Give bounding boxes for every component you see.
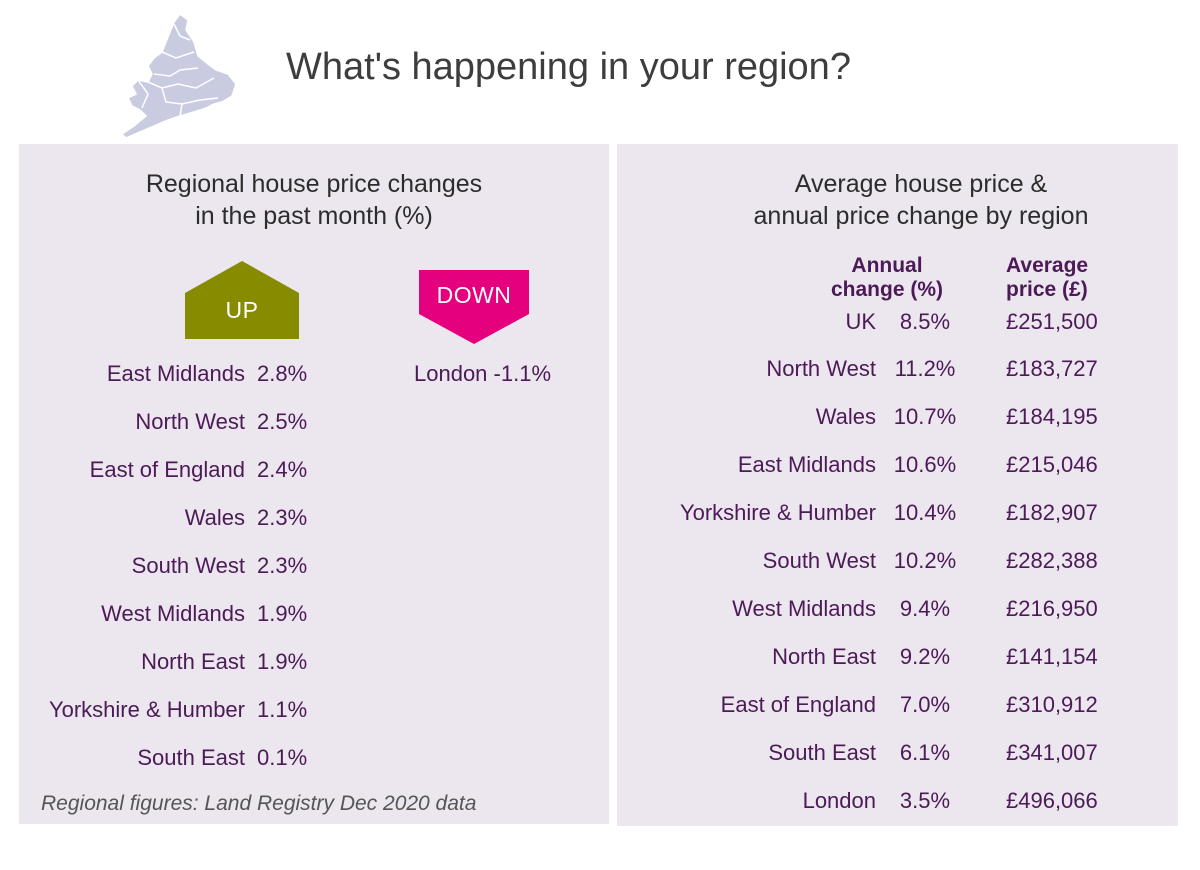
table-row: London 3.5% £496,066 [617, 786, 1178, 816]
column-header-price-line1: Average [1006, 254, 1089, 277]
down-badge: DOWN [419, 270, 529, 344]
change-value: -1.1% [493, 361, 552, 386]
up-label: UP [225, 297, 259, 323]
change-value: 10.2% [893, 548, 957, 573]
table-row: UK 8.5% £251,500 [617, 307, 1178, 337]
down-label: DOWN [436, 282, 512, 308]
change-value: 3.5% [899, 788, 951, 813]
region-name: London [802, 788, 876, 813]
table-row: South East 6.1% £341,007 [617, 738, 1178, 768]
price-value: £216,950 [1006, 596, 1098, 621]
price-value: £183,727 [1006, 356, 1098, 381]
change-value: 1.9% [257, 649, 308, 674]
list-item: North West 2.5% [19, 407, 349, 437]
change-value: 6.1% [899, 740, 951, 765]
region-name: North East [772, 644, 876, 669]
change-value: 2.5% [257, 409, 308, 434]
region-name: East Midlands [106, 361, 245, 386]
region-name: Yorkshire & Humber [679, 500, 876, 525]
change-value: 10.7% [893, 404, 957, 429]
region-name: South West [762, 548, 876, 573]
page-title: What's happening in your region? [286, 46, 851, 88]
region-name: North West [135, 409, 245, 434]
change-value: 2.3% [257, 505, 308, 530]
table-row: Wales 10.7% £184,195 [617, 402, 1178, 432]
price-value: £341,007 [1006, 740, 1098, 765]
table-row: North West 11.2% £183,727 [617, 354, 1178, 384]
change-value: 2.3% [257, 553, 308, 578]
region-name: West Midlands [101, 601, 245, 626]
region-name: Wales [184, 505, 245, 530]
annual-title-line2: annual price change by region [753, 202, 1089, 230]
change-value: 0.1% [257, 745, 308, 770]
up-badge: UP [185, 261, 299, 339]
column-header-change: Annual change (%) [817, 254, 957, 302]
region-name: East Midlands [737, 452, 876, 477]
list-item: London -1.1% [414, 359, 614, 389]
price-value: £182,907 [1006, 500, 1098, 525]
list-item: West Midlands 1.9% [19, 599, 349, 629]
column-header-change-line1: Annual [851, 254, 923, 277]
list-item: South West 2.3% [19, 551, 349, 581]
column-header-price: Average price (£) [1006, 254, 1088, 302]
price-value: £215,046 [1006, 452, 1098, 477]
price-value: £282,388 [1006, 548, 1098, 573]
change-value: 9.4% [899, 596, 951, 621]
region-name: North East [141, 649, 245, 674]
region-name: East of England [89, 457, 245, 482]
monthly-change-panel: Regional house price changes in the past… [19, 144, 609, 824]
list-item: South East 0.1% [19, 743, 349, 773]
list-item: East Midlands 2.8% [19, 359, 349, 389]
price-value: £496,066 [1006, 788, 1098, 813]
region-name: Wales [815, 404, 876, 429]
change-value: 9.2% [899, 644, 951, 669]
price-value: £251,500 [1006, 309, 1098, 334]
change-value: 7.0% [899, 692, 951, 717]
table-row: East Midlands 10.6% £215,046 [617, 450, 1178, 480]
list-item: East of England 2.4% [19, 455, 349, 485]
change-value: 10.4% [893, 500, 957, 525]
table-row: South West 10.2% £282,388 [617, 546, 1178, 576]
table-row: West Midlands 9.4% £216,950 [617, 594, 1178, 624]
region-name: South East [768, 740, 876, 765]
table-row: North East 9.2% £141,154 [617, 642, 1178, 672]
price-value: £141,154 [1006, 644, 1098, 669]
region-name: West Midlands [732, 596, 876, 621]
change-value: 2.8% [257, 361, 308, 386]
annual-change-panel: Average house price & annual price chang… [617, 144, 1178, 826]
change-value: 1.1% [257, 697, 308, 722]
region-name: UK [845, 309, 876, 334]
price-value: £310,912 [1006, 692, 1098, 717]
source-note: Regional figures: Land Registry Dec 2020… [41, 792, 477, 815]
change-value: 11.2% [894, 356, 956, 381]
table-row: Yorkshire & Humber 10.4% £182,907 [617, 498, 1178, 528]
region-name: South East [137, 745, 245, 770]
list-item: Wales 2.3% [19, 503, 349, 533]
change-value: 8.5% [899, 309, 951, 334]
region-name: North West [766, 356, 876, 381]
list-item: North East 1.9% [19, 647, 349, 677]
table-row: East of England 7.0% £310,912 [617, 690, 1178, 720]
annual-panel-title: Average house price & annual price chang… [617, 168, 1200, 232]
monthly-title-line2: in the past month (%) [195, 202, 433, 230]
list-item: Yorkshire & Humber 1.1% [19, 695, 349, 725]
annual-title-line1: Average house price & [794, 170, 1048, 198]
region-name: East of England [720, 692, 876, 717]
region-name: London [414, 361, 488, 386]
price-value: £184,195 [1006, 404, 1098, 429]
change-value: 10.6% [893, 452, 957, 477]
column-header-change-line2: change (%) [830, 278, 943, 301]
region-name: South West [131, 553, 245, 578]
column-header-price-line2: price (£) [1006, 278, 1088, 301]
change-value: 1.9% [257, 601, 308, 626]
monthly-title-line1: Regional house price changes [145, 170, 483, 198]
region-name: Yorkshire & Humber [48, 697, 245, 722]
monthly-panel-title: Regional house price changes in the past… [19, 168, 609, 232]
uk-map-icon [118, 12, 242, 140]
change-value: 2.4% [257, 457, 308, 482]
